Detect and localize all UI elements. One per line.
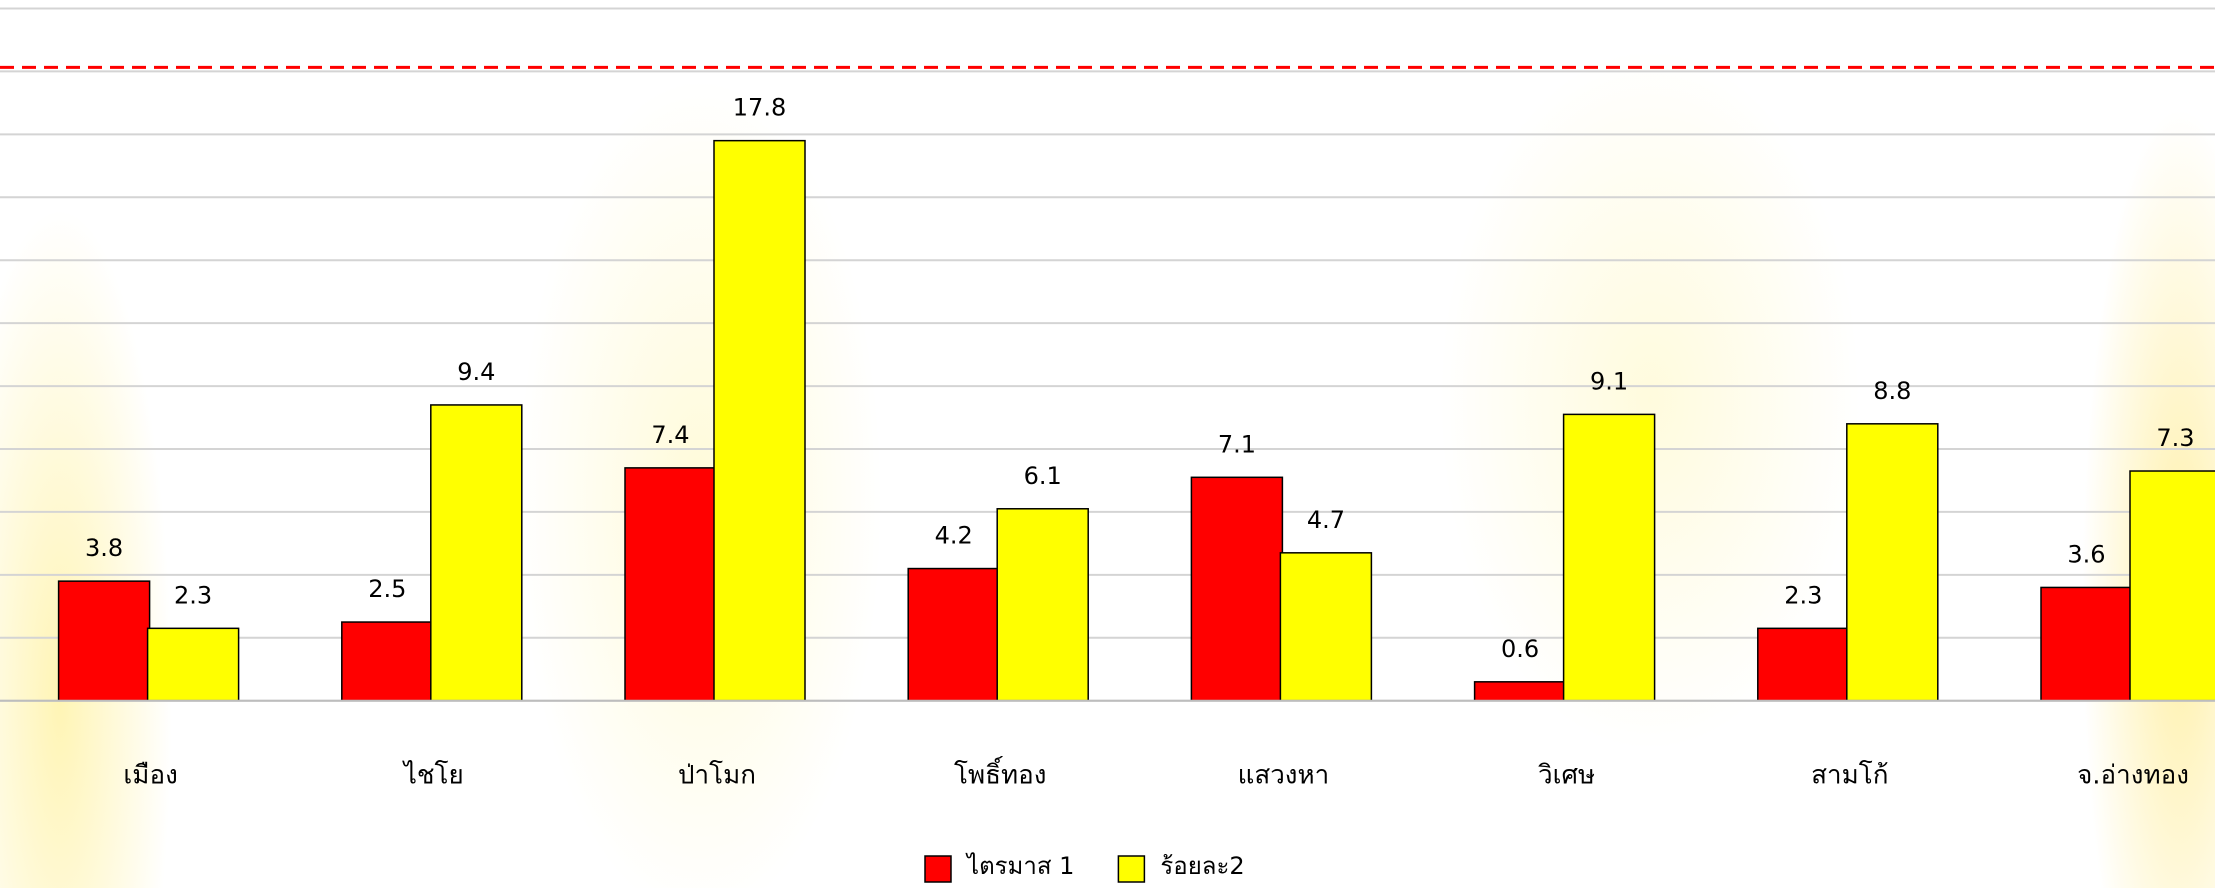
value-label: 3.6 bbox=[2067, 540, 2105, 568]
bar bbox=[907, 567, 1000, 702]
value-label: 8.8 bbox=[1873, 377, 1911, 405]
value-label: 17.8 bbox=[733, 94, 786, 122]
value-label: 7.3 bbox=[2156, 424, 2194, 452]
bar bbox=[1279, 552, 1373, 702]
x-tick-label: ไชโย bbox=[402, 760, 464, 791]
value-label: 2.3 bbox=[174, 581, 212, 609]
legend-swatch bbox=[1117, 855, 1146, 883]
bar bbox=[1757, 627, 1850, 702]
legend-swatch bbox=[924, 855, 952, 883]
x-tick-label: จ.อ่างทอง bbox=[2077, 761, 2189, 791]
value-label: 9.1 bbox=[1590, 367, 1628, 395]
value-label: 2.5 bbox=[368, 575, 406, 603]
x-tick-label: วิเศษ bbox=[1538, 761, 1596, 791]
x-tick-label: โพธิ์ทอง bbox=[954, 756, 1046, 791]
value-label: 4.7 bbox=[1307, 506, 1345, 534]
bar bbox=[57, 580, 151, 702]
x-tick-label: ป่าโมก bbox=[678, 760, 756, 791]
x-tick-label: เมือง bbox=[123, 761, 177, 791]
legend-label: ร้อยละ2 bbox=[1160, 852, 1244, 880]
x-tick-label: แสวงหา bbox=[1238, 761, 1330, 791]
value-label: 2.3 bbox=[1784, 581, 1822, 609]
value-label: 3.8 bbox=[85, 534, 123, 562]
bar bbox=[713, 139, 806, 702]
bar bbox=[1562, 413, 1656, 702]
value-label: 7.4 bbox=[651, 421, 689, 449]
bar bbox=[1473, 681, 1567, 702]
x-tick-label: สามโก้ bbox=[1811, 760, 1888, 791]
bar bbox=[1846, 423, 1939, 702]
bar bbox=[430, 404, 523, 702]
value-label: 6.1 bbox=[1024, 462, 1062, 490]
value-label: 9.4 bbox=[457, 358, 495, 386]
bar bbox=[996, 508, 1089, 702]
bar bbox=[341, 621, 434, 702]
legend-label: ไตรมาส 1 bbox=[965, 852, 1074, 880]
bar bbox=[1190, 476, 1284, 702]
bar bbox=[624, 467, 717, 702]
bar bbox=[2040, 586, 2133, 702]
value-label: 4.2 bbox=[935, 522, 973, 550]
value-label: 7.1 bbox=[1218, 430, 1256, 458]
bar bbox=[146, 627, 240, 702]
bar bbox=[2129, 470, 2215, 702]
value-label: 0.6 bbox=[1501, 635, 1539, 663]
